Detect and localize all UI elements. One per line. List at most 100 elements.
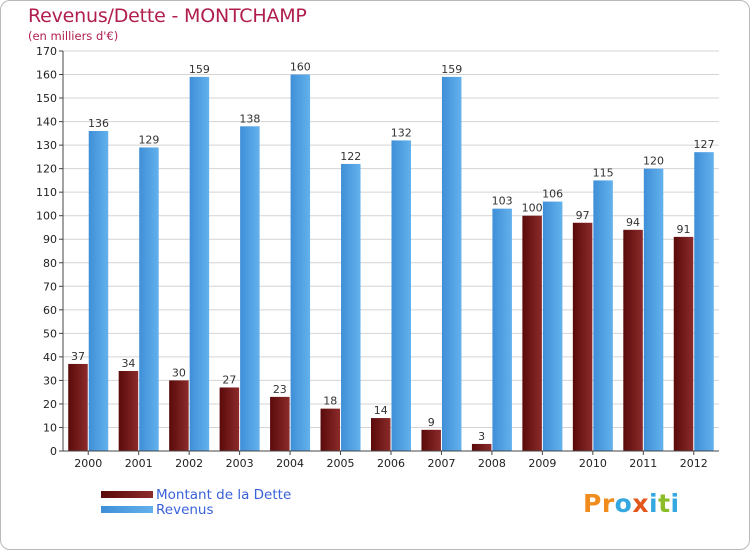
revenus-bar <box>391 140 411 452</box>
dette-value-label: 37 <box>71 350 85 363</box>
y-tick-label: 100 <box>36 210 57 223</box>
revenus-bar <box>341 163 361 452</box>
y-tick-label: 10 <box>43 421 57 434</box>
revenus-bar <box>694 152 714 452</box>
logo-letter: r <box>601 489 615 518</box>
revenus-bar <box>492 208 512 451</box>
dette-value-label: 18 <box>323 395 337 408</box>
dette-value-label: 100 <box>522 202 543 215</box>
dette-bar <box>219 387 240 451</box>
chart-subtitle: (en milliers d'€) <box>28 29 119 43</box>
x-tick-label: 2004 <box>276 457 304 470</box>
revenus-value-label: 103 <box>492 195 513 208</box>
revenus-value-label: 160 <box>290 61 311 74</box>
revenus-value-label: 159 <box>189 63 210 76</box>
y-tick-label: 0 <box>50 445 57 458</box>
dette-value-label: 14 <box>374 404 388 417</box>
grid-lines <box>63 50 719 452</box>
dette-bar <box>270 396 290 451</box>
dette-bar <box>371 418 391 451</box>
revenus-value-label: 136 <box>88 117 109 130</box>
dette-bar <box>623 229 643 451</box>
dette-bar <box>68 363 88 451</box>
y-tick-label: 90 <box>43 233 57 246</box>
dette-bar <box>673 236 694 451</box>
legend-label-revenus: Revenus <box>156 502 214 518</box>
y-tick-label: 120 <box>36 163 57 176</box>
y-tick-label: 130 <box>36 139 57 152</box>
revenus-value-label: 106 <box>542 188 563 201</box>
dette-bar <box>320 408 341 451</box>
revenus-bar <box>240 126 260 451</box>
x-tick-label: 2006 <box>377 457 405 470</box>
revenus-value-label: 122 <box>340 150 361 163</box>
revenus-value-label: 159 <box>441 63 462 76</box>
dette-bar <box>471 443 492 451</box>
dette-bar <box>169 380 189 451</box>
revenus-bar <box>88 131 109 451</box>
x-tick-label: 2003 <box>226 457 254 470</box>
dette-bar <box>522 215 542 451</box>
x-tick-label: 2005 <box>327 457 355 470</box>
data-labels-group: 37 136 34 129 30 159 27 138 23 160 18 122 14 132 9 159 3… <box>71 61 715 443</box>
y-tick-label: 60 <box>43 304 57 317</box>
revenus-bar <box>593 180 613 452</box>
dette-value-label: 9 <box>428 416 435 429</box>
revenus-value-label: 127 <box>694 138 715 151</box>
dette-value-label: 94 <box>626 216 640 229</box>
dette-value-label: 97 <box>576 209 590 222</box>
dette-value-label: 34 <box>121 357 135 370</box>
x-tick-label: 2012 <box>680 457 708 470</box>
revenus-bar <box>643 168 664 451</box>
x-tick-label: 2007 <box>427 457 455 470</box>
y-tick-label: 30 <box>43 374 57 387</box>
revenus-bar <box>290 74 311 451</box>
revenus-bar <box>542 201 563 451</box>
x-tick-label: 2008 <box>478 457 506 470</box>
y-tick-label: 70 <box>43 280 57 293</box>
dette-bar <box>572 222 593 451</box>
proxiti-logo: Proxiti <box>583 489 680 518</box>
revenus-value-label: 132 <box>391 126 412 139</box>
dette-value-label: 27 <box>222 373 236 386</box>
dette-bar <box>421 429 441 451</box>
logo-letter: i <box>649 489 659 518</box>
revenus-value-label: 129 <box>138 133 159 146</box>
x-tick-label: 2001 <box>125 457 153 470</box>
y-tick-label: 140 <box>36 116 57 129</box>
dette-value-label: 91 <box>677 223 691 236</box>
dette-bar <box>118 371 139 451</box>
revenus-bar <box>139 147 159 451</box>
y-tick-label: 150 <box>36 92 57 105</box>
revenus-value-label: 120 <box>643 155 664 168</box>
logo-letter: P <box>583 489 602 518</box>
chart-title: Revenus/Dette - MONTCHAMP <box>28 5 307 27</box>
logo-letter: t <box>658 489 671 518</box>
y-tick-label: 40 <box>43 351 57 364</box>
x-tick-label: 2000 <box>74 457 102 470</box>
y-tick-label: 80 <box>43 257 57 270</box>
legend-swatch-revenus <box>101 506 153 513</box>
revenus-bar <box>189 76 210 451</box>
logo-letter: o <box>614 489 633 518</box>
y-tick-label: 170 <box>36 45 57 58</box>
y-tick-label: 50 <box>43 327 57 340</box>
revenus-bar <box>441 76 462 451</box>
x-tick-label: 2010 <box>579 457 607 470</box>
x-tick-label: 2009 <box>528 457 556 470</box>
axes-group: 0 10 20 30 40 50 60 70 80 90 100 110 120 130 140 150 160… <box>36 45 719 470</box>
y-tick-label: 160 <box>36 69 57 82</box>
revenus-value-label: 138 <box>239 112 260 125</box>
revenus-value-label: 115 <box>593 166 614 179</box>
legend-swatch-dette <box>101 491 153 498</box>
y-tick-label: 20 <box>43 398 57 411</box>
x-tick-label: 2011 <box>629 457 657 470</box>
bars-group <box>68 74 714 452</box>
x-tick-label: 2002 <box>175 457 203 470</box>
dette-value-label: 30 <box>172 366 186 379</box>
dette-value-label: 23 <box>273 383 287 396</box>
logo-letter: i <box>670 489 680 518</box>
legend-label-dette: Montant de la Dette <box>156 487 292 503</box>
